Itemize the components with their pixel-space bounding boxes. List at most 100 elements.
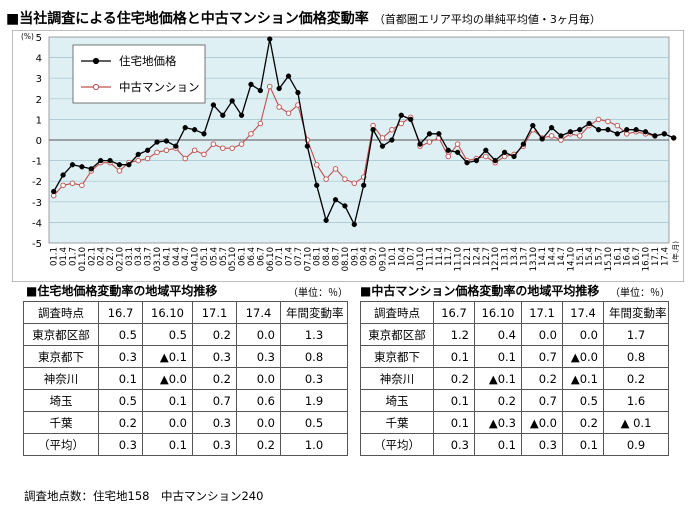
data-point-land-price <box>530 122 536 129</box>
x-tick-label: 06.10 <box>266 247 276 271</box>
table-row: 神奈川 0.2 ▲0.1 0.2 ▲0.1 0.2 <box>360 367 669 390</box>
table-cell: 1.2 <box>433 323 475 346</box>
table-cell: ▲0.1 <box>474 367 522 390</box>
data-point-condo <box>116 168 123 174</box>
data-point-condo <box>182 155 188 162</box>
table-cell: 0.0 <box>521 323 563 346</box>
x-tick-label: 10.4 <box>397 247 407 266</box>
y-tick-label: -1 <box>32 157 42 168</box>
data-point-land-price <box>135 151 141 158</box>
x-tick-label: 03.10 <box>153 247 163 271</box>
data-point-land-price <box>586 120 592 127</box>
table-cell: 0.0 <box>236 411 281 434</box>
x-tick-label: 17.4 <box>660 247 670 266</box>
x-tick-label: 01.7 <box>68 247 78 266</box>
table1-unit: （単位：％） <box>288 288 348 299</box>
data-point-land-price <box>483 147 489 153</box>
y-tick-label: 5 <box>36 33 42 44</box>
x-tick-label: 04.1 <box>162 247 172 266</box>
table-cell: 0.1 <box>474 433 522 456</box>
x-tick-label: 03.7 <box>144 247 154 266</box>
data-point-condo <box>313 161 320 168</box>
footnote: 調査地点数：住宅地158 中古マンション240 <box>24 489 264 503</box>
x-tick-label: 04.10 <box>191 247 201 271</box>
data-point-land-price <box>98 157 104 164</box>
y-tick-label: 2 <box>36 95 42 106</box>
data-point-condo <box>154 149 160 156</box>
x-tick-label: 13.10 <box>529 247 539 271</box>
header-cell: 16.10 <box>142 301 193 324</box>
header-cell: 16.10 <box>474 301 522 324</box>
table-cell: 0.1 <box>142 433 193 456</box>
table-cell: 0.1 <box>98 367 143 390</box>
table-cell: 0.3 <box>236 345 281 368</box>
data-point-land-price <box>577 127 583 133</box>
header-cell: 17.4 <box>236 301 281 324</box>
data-point-land-price <box>69 162 76 168</box>
header-cell: 17.4 <box>562 301 604 324</box>
table-cell: ▲0.1 <box>142 345 193 368</box>
data-point-land-price <box>257 87 264 94</box>
data-point-land-price <box>210 102 217 108</box>
data-point-land-price <box>642 129 649 135</box>
table2-unit: （単位：％） <box>610 288 670 299</box>
table-cell: 0.1 <box>142 389 193 412</box>
x-tick-label: 04.4 <box>172 247 182 266</box>
x-tick-label: 12.1 <box>463 247 473 266</box>
table-cell: 0.2 <box>521 367 563 390</box>
table-cell: ▲0.0 <box>521 411 563 434</box>
data-point-land-price <box>173 143 179 149</box>
header-cell: 16.7 <box>98 301 143 324</box>
table-cell: 0.2 <box>236 433 281 456</box>
x-tick-label: 08.1 <box>313 247 323 266</box>
row-label: 埼玉 <box>23 389 99 412</box>
table-cell: 0.1 <box>474 345 522 368</box>
data-point-condo <box>238 141 245 147</box>
data-point-land-price <box>671 135 677 141</box>
data-point-condo <box>323 176 329 182</box>
x-tick-label: 07.4 <box>285 247 295 266</box>
x-tick-label: 05.1 <box>200 247 210 266</box>
x-tick-label: 16.7 <box>632 247 642 266</box>
table-cell: 0.1 <box>562 433 604 456</box>
y-tick-label: -4 <box>32 218 42 229</box>
data-point-land-price <box>492 157 498 164</box>
data-point-land-price <box>473 157 480 164</box>
x-tick-label: 10.7 <box>407 247 417 266</box>
data-point-condo <box>605 118 611 125</box>
legend-swatch-marker <box>92 57 100 65</box>
data-point-land-price <box>558 133 564 139</box>
page-title: ■当社調査による住宅地価格と中古マンション価格変動率 （首都圏エリア平均の単純平… <box>6 8 690 30</box>
x-tick-label: 07.7 <box>294 247 304 266</box>
x-tick-label: 01.4 <box>59 247 69 266</box>
table-cell: 0.2 <box>474 389 522 412</box>
table-cell: 0.1 <box>433 389 475 412</box>
table-cell: 1.6 <box>603 389 669 412</box>
x-tick-label: 14.1 <box>538 247 548 266</box>
data-point-land-price <box>285 73 292 79</box>
data-point-land-price <box>361 182 367 188</box>
table-cell: 0.3 <box>192 433 237 456</box>
row-label: （平均） <box>23 433 99 456</box>
data-point-land-price <box>314 182 320 188</box>
data-point-condo <box>163 147 170 154</box>
x-tick-label: 02.4 <box>97 247 107 266</box>
x-tick-label: 12.4 <box>472 247 482 266</box>
data-point-land-price <box>126 162 132 168</box>
x-tick-label: 15.7 <box>595 247 605 266</box>
table-cell: 0.4 <box>474 323 522 346</box>
data-point-condo <box>483 153 489 160</box>
table-row: 東京都区部 0.5 0.5 0.2 0.0 1.3 <box>23 323 348 346</box>
data-point-land-price <box>276 85 282 92</box>
data-point-condo <box>285 110 292 116</box>
data-point-condo <box>229 145 235 151</box>
table-cell: ▲0.1 <box>562 367 604 390</box>
data-point-condo <box>426 139 433 145</box>
table-cell: 0.7 <box>192 389 237 412</box>
table-cell: 0.3 <box>521 433 563 456</box>
data-point-condo <box>276 104 282 110</box>
y-tick-label: 1 <box>36 115 42 126</box>
table-header-row: 調査時点 16.7 16.10 17.1 17.4 年間変動率 <box>23 301 348 324</box>
data-point-land-price <box>548 124 555 131</box>
